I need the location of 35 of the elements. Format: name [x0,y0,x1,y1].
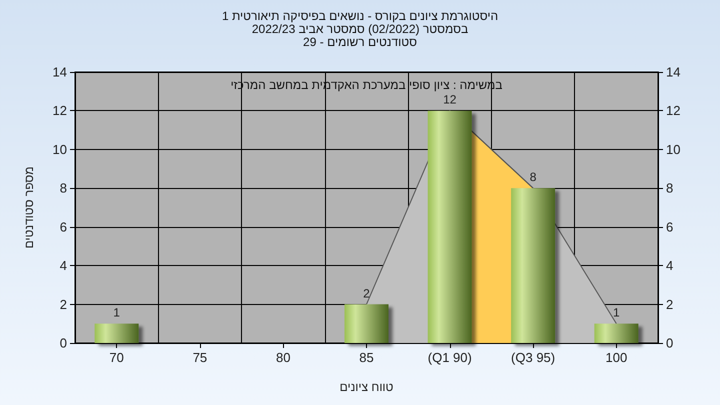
y-tick-label: 14 [52,64,67,80]
bar [344,304,388,343]
y-tick-label: 4 [60,258,67,274]
y2-tick-label: 14 [666,64,680,80]
y2-tick-label: 0 [666,336,674,350]
y-tick-label: 12 [52,103,67,118]
x-tick-label: 75 [192,350,208,365]
y-tick-label: 6 [60,219,67,234]
data-label: 1 [113,306,120,320]
chart-subtitle: בסמסטר (02/2022) סמסטר אביב 2022/23 סטודנטים רשומים - 29 [250,22,470,49]
y2-tick-label: 12 [666,103,680,118]
y-tick-label: 8 [60,180,67,196]
x-tick-label: 80 [276,350,290,365]
x-tick-label: (Q3 95) [511,350,556,365]
y2-tick-label: 4 [666,258,674,274]
y2-tick-label: 2 [666,296,674,312]
bar [94,324,139,343]
chart-title: היסטוגרמת ציונים בקורס - נושאים בפיסיקה תיאורטית 1 [220,9,500,23]
x-tick-label: 85 [359,350,374,365]
y2-tick-label: 8 [666,180,674,196]
x-tick-label: 100 [606,350,628,365]
bar [594,324,638,343]
data-label: 12 [443,92,457,107]
data-label: 8 [530,170,537,184]
data-label: 2 [363,286,370,300]
data-label: 1 [613,306,620,320]
x-axis-title: טווח ציונים [340,380,394,394]
y-tick-label: 10 [52,142,67,157]
y2-tick-label: 6 [666,219,674,234]
x-tick-label: 70 [109,350,124,365]
x-tick-label: (Q1 90) [428,350,472,365]
y-axis-title: מספר סטודנטים [22,166,36,249]
y-tick-label: 2 [60,296,67,312]
y2-tick-label: 10 [666,142,680,157]
y-tick-label: 0 [60,336,67,350]
